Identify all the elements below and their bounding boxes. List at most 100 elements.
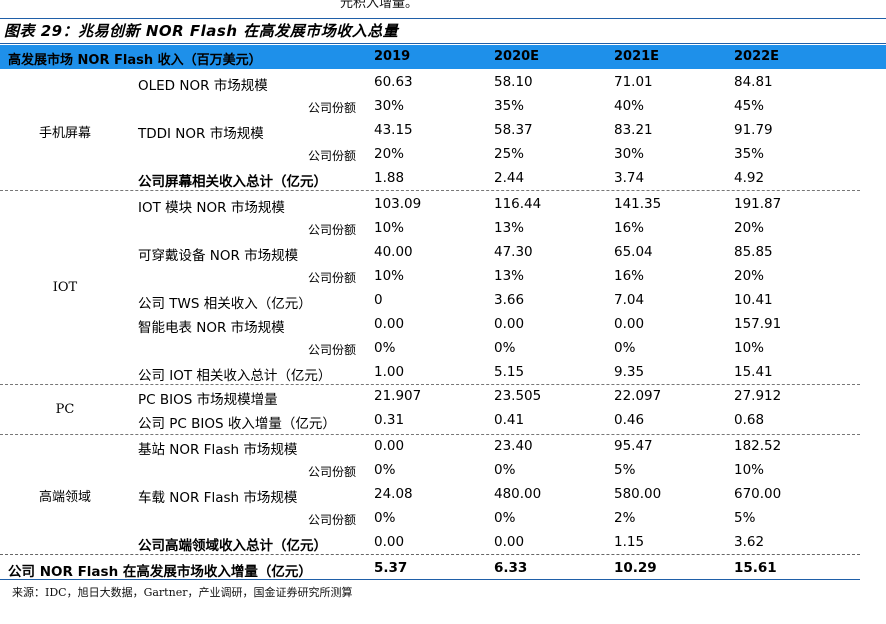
row-value: 21.907 xyxy=(374,388,422,404)
row-label: 公司份额 xyxy=(307,513,356,527)
row-value: 157.91 xyxy=(734,316,782,332)
row-value: 0.00 xyxy=(494,316,525,332)
table-row: 智能电表 NOR 市场规模 0.00 0.00 0.00 157.91 xyxy=(0,313,886,337)
row-value: 0.00 xyxy=(374,438,405,454)
row-value: 30% xyxy=(374,98,405,114)
row-value: 27.912 xyxy=(734,388,782,404)
row-value: 30% xyxy=(614,146,645,162)
row-value: 3.62 xyxy=(734,534,765,550)
row-label: IOT 模块 NOR 市场规模 xyxy=(138,200,285,216)
table-row: 公司份额 10% 13% 16% 20% xyxy=(0,265,886,289)
row-value: 0% xyxy=(374,462,396,478)
row-value: 1.88 xyxy=(374,170,405,186)
row-value: 85.85 xyxy=(734,244,773,260)
table-row: 公司 IOT 相关收入总计（亿元） 1.00 5.15 9.35 15.41 xyxy=(0,361,886,385)
row-value: 0.31 xyxy=(374,412,405,428)
table-bottom-rule xyxy=(0,579,860,580)
header-year-2019: 2019 xyxy=(374,49,411,64)
row-label: TDDI NOR 市场规模 xyxy=(138,126,264,142)
row-value: 0.00 xyxy=(374,534,405,550)
total-value-2021e: 10.29 xyxy=(614,560,657,576)
row-label: 车载 NOR Flash 市场规模 xyxy=(138,490,298,506)
row-value: 20% xyxy=(734,268,765,284)
table-row: 车载 NOR Flash 市场规模 24.08 480.00 580.00 670.00 xyxy=(0,483,886,507)
row-value: 25% xyxy=(494,146,525,162)
header-label: 高发展市场 NOR Flash 收入（百万美元） xyxy=(8,53,262,68)
row-value: 10% xyxy=(734,462,765,478)
table-row: 公司份额 20% 25% 30% 35% xyxy=(0,143,886,167)
row-value: 43.15 xyxy=(374,122,413,138)
group-separator xyxy=(0,434,860,435)
row-value: 0% xyxy=(374,340,396,356)
total-value-2020e: 6.33 xyxy=(494,560,528,576)
row-value: 103.09 xyxy=(374,196,422,212)
table-row: 公司份额 10% 13% 16% 20% xyxy=(0,217,886,241)
row-value: 116.44 xyxy=(494,196,542,212)
row-value: 191.87 xyxy=(734,196,782,212)
row-value: 670.00 xyxy=(734,486,782,502)
row-label: 公司份额 xyxy=(307,149,356,163)
row-value: 0.00 xyxy=(494,534,525,550)
row-value: 65.04 xyxy=(614,244,653,260)
row-value: 0 xyxy=(374,292,383,308)
row-value: 22.097 xyxy=(614,388,662,404)
row-value: 10.41 xyxy=(734,292,773,308)
row-value: 1.15 xyxy=(614,534,645,550)
row-value: 0% xyxy=(614,340,636,356)
row-value: 0% xyxy=(494,462,516,478)
row-value: 3.74 xyxy=(614,170,645,186)
row-label: 公司 PC BIOS 收入增量（亿元） xyxy=(138,416,336,432)
row-value: 0% xyxy=(374,510,396,526)
source-note: 来源：IDC，旭日大数据，Gartner，产业调研，国金证券研究所测算 xyxy=(12,586,353,599)
row-label: 公司份额 xyxy=(307,271,356,285)
row-value: 13% xyxy=(494,220,525,236)
table-row: 可穿戴设备 NOR 市场规模 40.00 47.30 65.04 85.85 xyxy=(0,241,886,265)
row-label: 公司 TWS 相关收入（亿元） xyxy=(138,296,312,312)
row-value: 24.08 xyxy=(374,486,413,502)
category-pc: PC xyxy=(55,402,75,417)
row-value: 2% xyxy=(614,510,636,526)
row-value: 20% xyxy=(734,220,765,236)
table-row: PC BIOS 市场规模增量 21.907 23.505 22.097 27.912 xyxy=(0,385,886,409)
row-label: 公司份额 xyxy=(307,223,356,237)
row-value: 71.01 xyxy=(614,74,653,90)
total-label: 公司 NOR Flash 在高发展市场收入增量（亿元） xyxy=(8,564,312,580)
table-row: OLED NOR 市场规模 60.63 58.10 71.01 84.81 xyxy=(0,71,886,95)
row-value: 5.15 xyxy=(494,364,525,380)
row-value: 0% xyxy=(494,340,516,356)
row-value: 5% xyxy=(734,510,756,526)
row-value: 47.30 xyxy=(494,244,533,260)
table-row: IOT 模块 NOR 市场规模 103.09 116.44 141.35 191.87 xyxy=(0,193,886,217)
category-high-end: 高端领域 xyxy=(38,490,91,505)
row-label: 公司份额 xyxy=(307,465,356,479)
header-year-2021e: 2021E xyxy=(614,49,660,64)
row-value: 13% xyxy=(494,268,525,284)
table-row: TDDI NOR 市场规模 43.15 58.37 83.21 91.79 xyxy=(0,119,886,143)
row-label: 基站 NOR Flash 市场规模 xyxy=(138,442,298,458)
truncated-text: 元积入增量。 xyxy=(340,0,419,11)
row-value: 58.37 xyxy=(494,122,533,138)
row-value: 20% xyxy=(374,146,405,162)
row-value: 10% xyxy=(374,220,405,236)
row-value: 35% xyxy=(494,98,525,114)
table-row: 公司份额 0% 0% 0% 10% xyxy=(0,337,886,361)
row-value: 23.40 xyxy=(494,438,533,454)
table-row: 公司 TWS 相关收入（亿元） 0 3.66 7.04 10.41 xyxy=(0,289,886,313)
header-year-2022e: 2022E xyxy=(734,49,780,64)
total-value-2019: 5.37 xyxy=(374,560,408,576)
row-value: 0.41 xyxy=(494,412,525,428)
row-value: 0.00 xyxy=(614,316,645,332)
row-label: 公司高端领域收入总计（亿元） xyxy=(138,538,327,554)
row-value: 480.00 xyxy=(494,486,542,502)
row-value: 580.00 xyxy=(614,486,662,502)
row-value: 0.46 xyxy=(614,412,645,428)
row-value: 141.35 xyxy=(614,196,662,212)
table-row: 公司 PC BIOS 收入增量（亿元） 0.31 0.41 0.46 0.68 xyxy=(0,409,886,433)
row-value: 182.52 xyxy=(734,438,782,454)
group-separator xyxy=(0,190,860,191)
title-top-rule xyxy=(0,18,886,19)
category-iot: IOT xyxy=(52,280,78,295)
total-value-2022e: 15.61 xyxy=(734,560,777,576)
row-value: 35% xyxy=(734,146,765,162)
row-value: 0.00 xyxy=(374,316,405,332)
